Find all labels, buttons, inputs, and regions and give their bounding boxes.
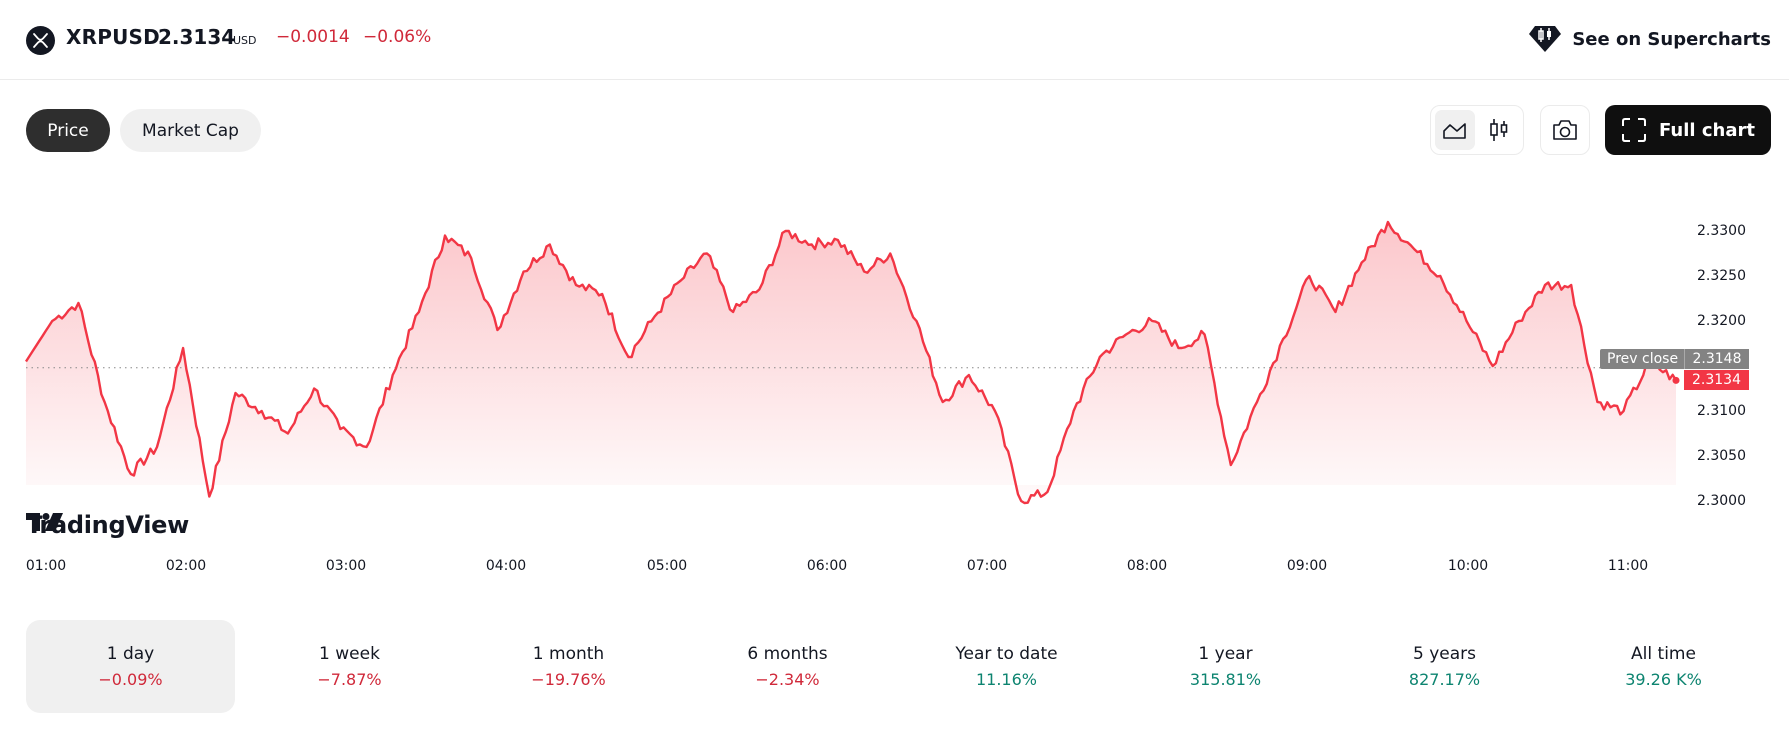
- candlestick-chart-button[interactable]: [1479, 110, 1519, 150]
- period-1-month[interactable]: 1 month −19.76%: [531, 644, 606, 689]
- x-tick: 02:00: [165, 558, 207, 574]
- y-tick: 2.3000: [1697, 493, 1746, 509]
- period-change: 827.17%: [1408, 670, 1481, 689]
- x-tick: 04:00: [485, 558, 527, 574]
- price-chart[interactable]: TradingView 2.3300 2.3250 2.3200 2.3100 …: [0, 165, 1789, 585]
- tab-market-cap[interactable]: Market Cap: [120, 109, 261, 152]
- price-area-fill: [26, 222, 1676, 503]
- period-change: −7.87%: [317, 670, 382, 689]
- period-6-months[interactable]: 6 months −2.34%: [747, 644, 828, 689]
- last-price: 2.3134: [158, 25, 236, 49]
- y-tick: 2.3200: [1697, 313, 1746, 329]
- prev-close-label: Prev close: [1600, 349, 1686, 369]
- x-tick: 10:00: [1447, 558, 1489, 574]
- x-tick: 06:00: [806, 558, 848, 574]
- tradingview-logo-icon: [26, 513, 63, 531]
- y-tick: 2.3300: [1697, 223, 1746, 239]
- y-tick: 2.3050: [1697, 448, 1746, 464]
- prev-close-value: 2.3148: [1684, 349, 1749, 369]
- period-5-years[interactable]: 5 years 827.17%: [1408, 644, 1481, 689]
- period-change: 39.26 K%: [1625, 670, 1702, 689]
- supercharts-label: See on Supercharts: [1572, 28, 1771, 50]
- period-1-day[interactable]: 1 day −0.09%: [26, 620, 235, 713]
- snapshot-button[interactable]: [1540, 105, 1590, 155]
- tab-price[interactable]: Price: [26, 109, 110, 152]
- symbol-header: XRPUSD 2.3134 USD −0.0014 −0.06% See on …: [0, 0, 1789, 80]
- x-tick: 11:00: [1607, 558, 1649, 574]
- see-on-supercharts-link[interactable]: See on Supercharts: [1528, 24, 1771, 54]
- camera-icon: [1553, 120, 1577, 140]
- tradingview-watermark: TradingView: [26, 511, 189, 539]
- period-year-to-date[interactable]: Year to date 11.16%: [955, 644, 1058, 689]
- price-change: −0.0014: [276, 27, 350, 47]
- xrp-logo-icon: [26, 26, 55, 55]
- period-all-time[interactable]: All time 39.26 K%: [1625, 644, 1702, 689]
- price-area-plot[interactable]: [0, 165, 1789, 585]
- price-change-percent: −0.06%: [363, 27, 432, 47]
- area-chart-button[interactable]: [1435, 110, 1475, 150]
- candlestick-icon: [1490, 119, 1508, 141]
- x-tick: 09:00: [1286, 558, 1328, 574]
- period-1-week[interactable]: 1 week −7.87%: [317, 644, 382, 689]
- full-chart-button[interactable]: Full chart: [1605, 105, 1771, 155]
- price-line: [24, 220, 1678, 505]
- area-chart-icon: [1443, 123, 1466, 139]
- x-tick: 01:00: [25, 558, 67, 574]
- performance-periods: 1 day −0.09% 1 week −7.87% 1 month −19.76% …: [26, 620, 1771, 713]
- symbol-name: XRPUSD: [66, 25, 160, 49]
- x-tick: 07:00: [966, 558, 1008, 574]
- full-chart-label: Full chart: [1659, 119, 1755, 141]
- period-change: 315.81%: [1189, 670, 1262, 689]
- y-tick: 2.3100: [1697, 403, 1746, 419]
- period-change: 11.16%: [975, 670, 1037, 689]
- period-1-year[interactable]: 1 year 315.81%: [1189, 644, 1262, 689]
- currency-label: USD: [233, 34, 257, 47]
- period-change: −19.76%: [531, 670, 606, 689]
- x-tick: 08:00: [1126, 558, 1168, 574]
- period-change: −2.34%: [755, 670, 820, 689]
- x-tick: 03:00: [325, 558, 367, 574]
- period-change: −0.09%: [98, 670, 163, 689]
- chart-type-switcher: [1430, 105, 1524, 155]
- last-price-marker: [1672, 376, 1680, 384]
- y-tick: 2.3250: [1697, 268, 1746, 284]
- supercharts-icon: [1529, 26, 1562, 52]
- x-tick: 05:00: [646, 558, 688, 574]
- current-price-label: 2.3134: [1684, 370, 1749, 390]
- fullscreen-icon: [1622, 118, 1647, 142]
